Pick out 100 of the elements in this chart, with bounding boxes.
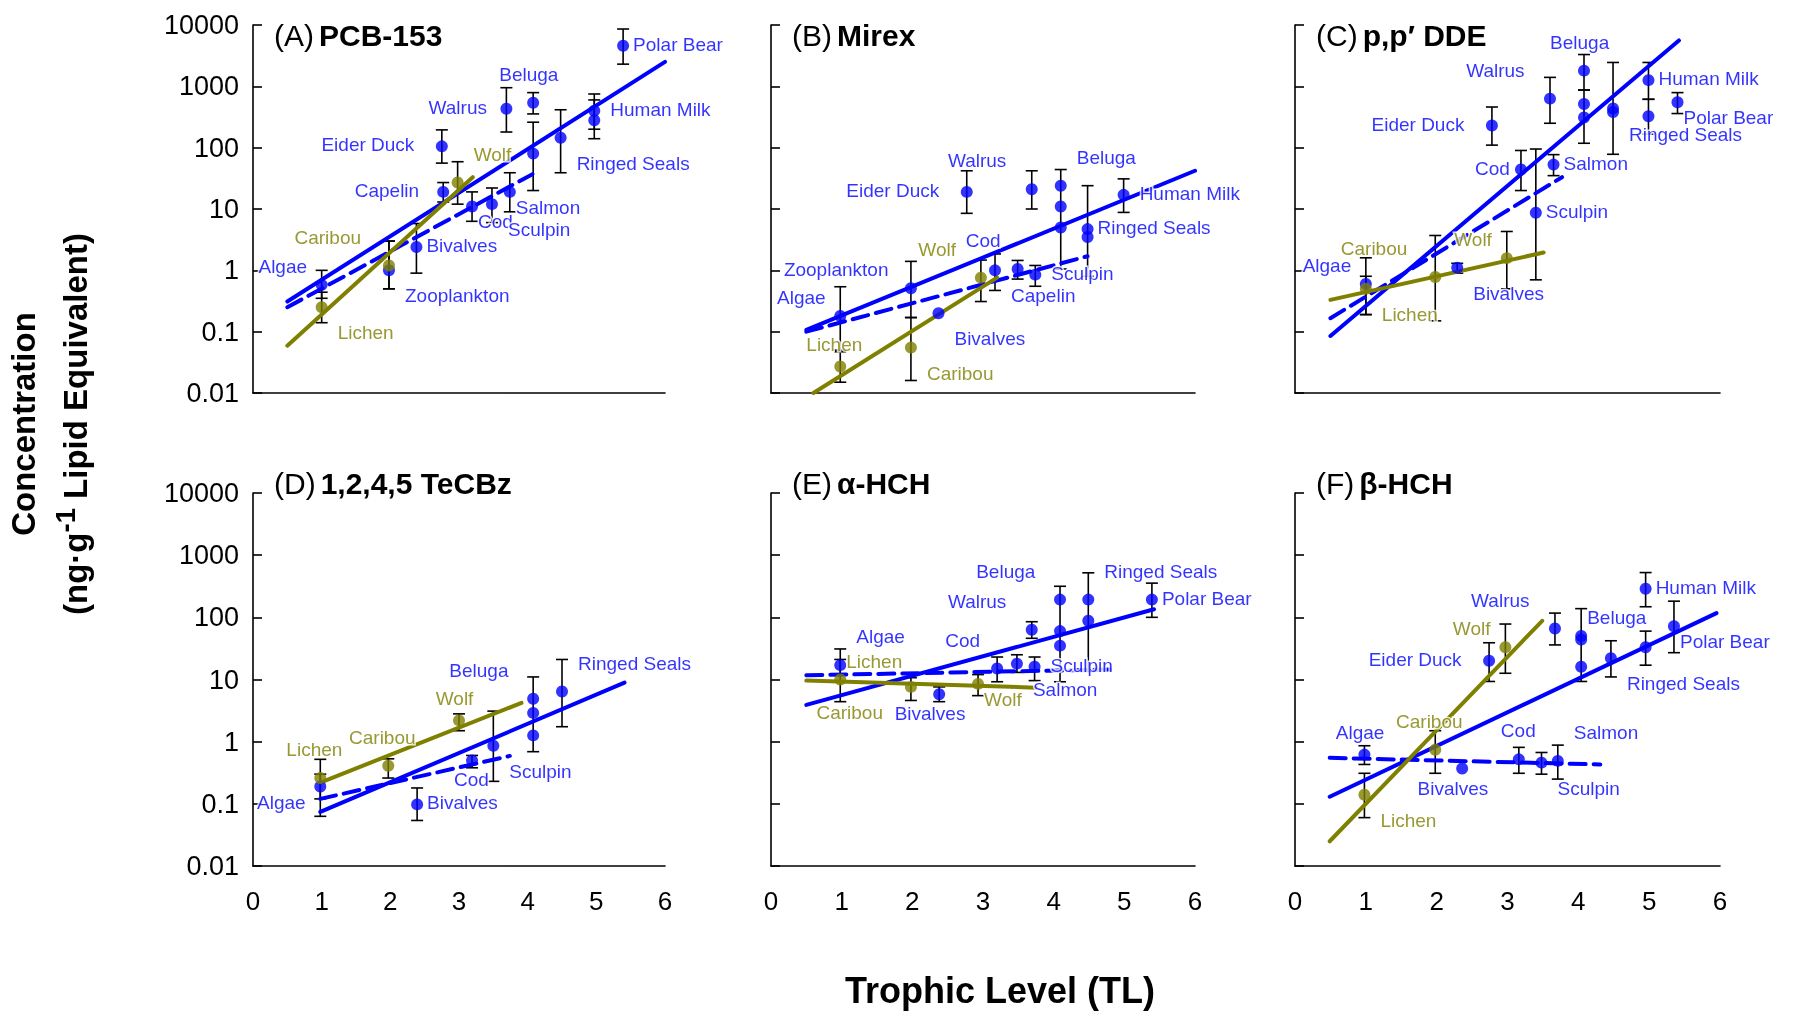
chart-title: (F) β-HCH — [1316, 466, 1453, 500]
y-tick-label: 1000 — [178, 71, 239, 102]
data-label: Polar Bear — [633, 33, 724, 55]
x-tick-label: 4 — [1046, 886, 1061, 916]
y-tick-label: 10 — [208, 194, 239, 224]
x-tick-label: 5 — [1117, 886, 1132, 916]
x-tick-label: 1 — [314, 886, 329, 916]
data-label: Wolf — [984, 688, 1023, 710]
data-label: Bivalves — [1473, 282, 1544, 304]
data-label: Human Milk — [610, 98, 712, 120]
y-tick-label: 0.1 — [201, 788, 239, 819]
data-label: Cod — [945, 629, 981, 651]
data-label: Capelin — [1011, 285, 1076, 307]
data-label: Bivalves — [894, 703, 966, 725]
data-label: Salmon — [1032, 678, 1098, 700]
data-label: Zooplankton — [783, 259, 889, 281]
data-label: Bivalves — [426, 235, 498, 257]
x-tick-label: 1 — [834, 886, 849, 916]
data-label: Caribou — [294, 226, 362, 248]
x-tick-label: 0 — [245, 886, 261, 916]
data-label: Bivalves — [1417, 777, 1489, 799]
data-label: Walrus — [428, 96, 487, 118]
data-label: Beluga — [976, 560, 1036, 582]
y-tick-label: 10000 — [163, 10, 239, 40]
data-label: Sculpin — [1557, 777, 1620, 799]
data-label: Lichen — [337, 322, 394, 344]
data-label: Algae — [1335, 721, 1385, 743]
y-tick-label: 100 — [193, 602, 239, 633]
data-label: Salmon — [1563, 152, 1628, 174]
data-label: Ringed Seals — [578, 652, 692, 674]
data-label: Capelin — [354, 179, 420, 201]
data-label: Beluga — [499, 63, 559, 85]
x-axis-title: Trophic Level (TL) — [844, 970, 1156, 1012]
data-label: Walrus — [947, 590, 1007, 612]
data-label: Ringed Seals — [1104, 560, 1218, 582]
x-tick-label: 2 — [905, 886, 920, 916]
data-label: Cod — [965, 230, 1001, 252]
data-label: Wolf — [1452, 618, 1492, 640]
data-label: Sculpin — [509, 760, 572, 782]
y-tick-label: 10 — [208, 664, 239, 695]
data-label: Algae — [258, 255, 308, 277]
x-tick-label: 4 — [520, 886, 535, 916]
chart-title: (E) α-HCH — [792, 466, 931, 500]
x-tick-label: 4 — [1571, 886, 1586, 916]
data-label: Bivalves — [427, 792, 498, 814]
data-label: Eider Duck — [1371, 113, 1465, 135]
data-label: Polar Bear — [1161, 587, 1253, 609]
x-tick-label: 3 — [1500, 886, 1515, 916]
y-tick-label: 1 — [223, 255, 239, 286]
data-label: Eider Duck — [321, 134, 415, 156]
chart-title: (A) PCB-153 — [274, 18, 443, 52]
data-label: Beluga — [1076, 146, 1137, 168]
y-tick-label: 1000 — [178, 540, 239, 571]
data-label: Polar Bear — [1679, 631, 1771, 653]
data-label: Wolf — [918, 238, 957, 260]
data-label: Cod — [1500, 720, 1536, 742]
x-tick-label: 3 — [975, 886, 991, 916]
data-label: Salmon — [515, 196, 581, 218]
y-tick-label: 0.1 — [201, 316, 239, 347]
data-label: Human Milk — [1655, 576, 1757, 598]
data-label: Algae — [257, 791, 306, 813]
data-label: Lichen — [846, 650, 903, 672]
x-tick-label: 3 — [451, 886, 467, 916]
data-label: Beluga — [1550, 31, 1610, 53]
y-tick-label: 100 — [193, 132, 239, 163]
data-label: Human Milk — [1658, 68, 1760, 90]
data-label: Caribou — [816, 701, 883, 723]
data-label: Algae — [777, 287, 826, 309]
x-tick-label: 0 — [1287, 886, 1303, 916]
data-label: Walrus — [947, 150, 1007, 172]
y-tick-label: 1 — [223, 726, 239, 757]
data-label: Lichen — [1380, 809, 1437, 831]
data-label: Cod — [454, 769, 489, 791]
data-label: Zooplankton — [404, 285, 510, 307]
y-tick-label: 10000 — [163, 478, 239, 508]
data-label: Cod — [1475, 157, 1510, 179]
data-label: Caribou — [349, 726, 416, 748]
x-tick-label: 5 — [1641, 886, 1657, 916]
data-label: Sculpin — [1545, 200, 1609, 222]
data-label: Ringed Seals — [1097, 217, 1211, 239]
x-tick-label: 6 — [657, 886, 673, 916]
x-tick-label: 6 — [1712, 886, 1728, 916]
y-tick-label: 0.01 — [186, 378, 239, 408]
x-tick-label: 1 — [1358, 886, 1374, 916]
data-label: Beluga — [1587, 607, 1647, 629]
x-tick-label: 2 — [1429, 886, 1444, 916]
data-label: Wolf — [473, 143, 512, 165]
data-label: Walrus — [1466, 59, 1525, 81]
data-label: Beluga — [449, 659, 509, 681]
x-tick-label: 5 — [589, 886, 604, 916]
y-tick-label: 0.01 — [186, 851, 239, 881]
x-tick-label: 6 — [1187, 886, 1203, 916]
data-label: Human Milk — [1139, 182, 1241, 204]
x-tick-label: 0 — [763, 886, 779, 916]
data-label: Caribou — [926, 362, 994, 384]
chart-title: (C) p,p′ DDE — [1316, 18, 1487, 52]
data-label: Ringed Seals — [1626, 673, 1740, 695]
data-label: Walrus — [1471, 589, 1530, 611]
data-label: Bivalves — [954, 328, 1026, 350]
data-label: Ringed Seals — [576, 152, 690, 174]
